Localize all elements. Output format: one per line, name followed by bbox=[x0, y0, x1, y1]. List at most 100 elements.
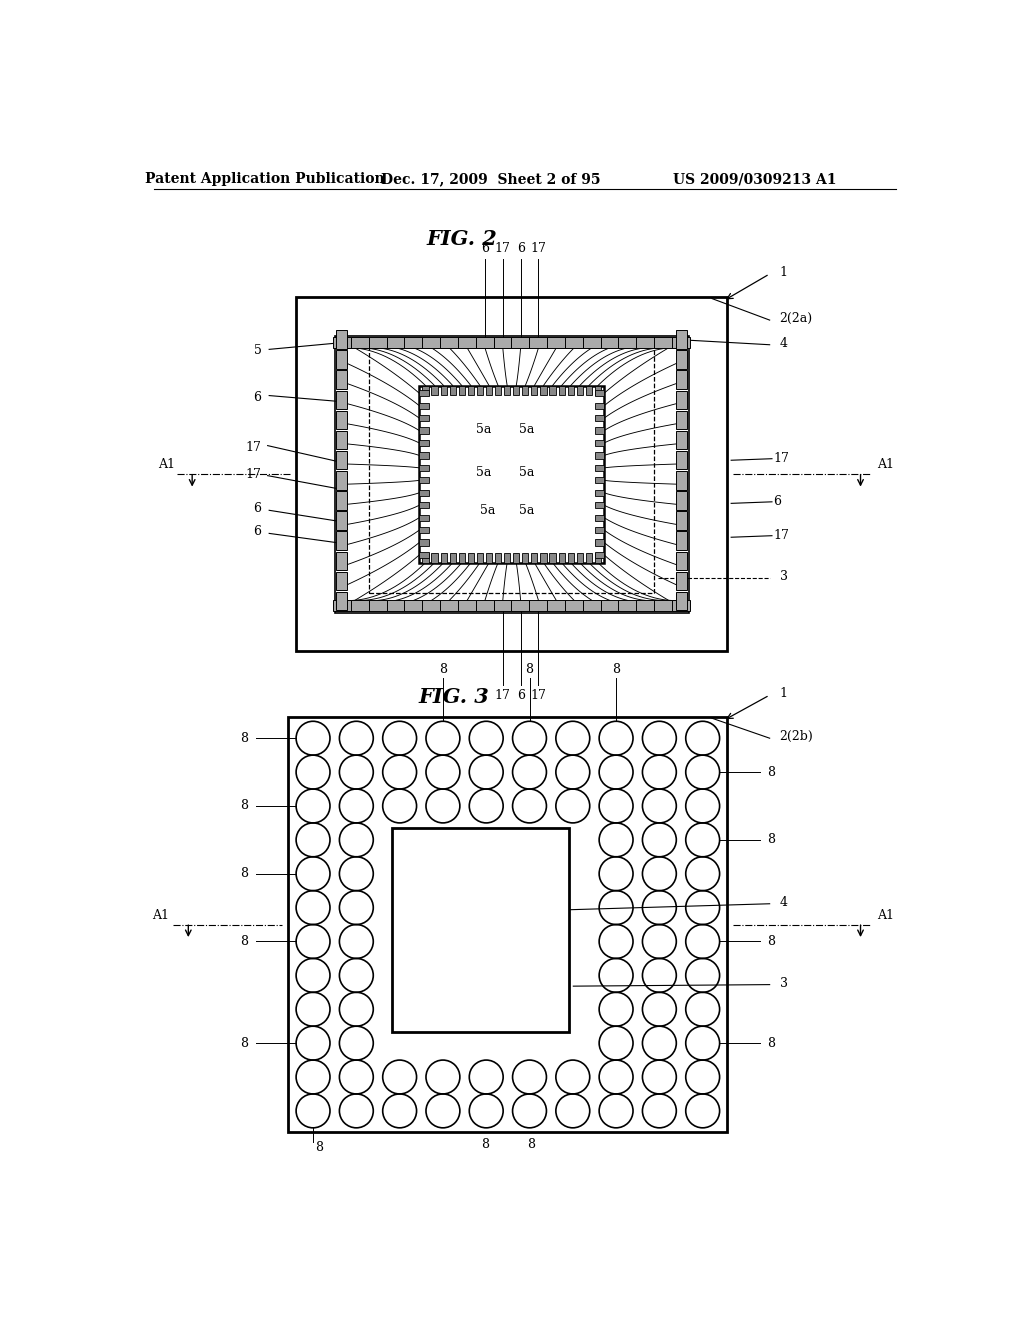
Bar bbox=[595, 440, 604, 446]
Text: 8: 8 bbox=[480, 1138, 488, 1151]
Bar bbox=[351, 601, 370, 611]
Bar bbox=[531, 385, 538, 395]
Bar bbox=[677, 552, 687, 570]
Bar bbox=[565, 337, 584, 348]
Bar bbox=[419, 453, 429, 458]
Bar bbox=[511, 601, 529, 611]
Text: 8: 8 bbox=[527, 1138, 535, 1151]
Bar bbox=[595, 403, 604, 409]
Bar bbox=[494, 337, 512, 348]
Text: 17: 17 bbox=[495, 689, 511, 702]
Bar bbox=[595, 515, 604, 520]
Text: 6: 6 bbox=[254, 502, 261, 515]
Bar bbox=[618, 601, 637, 611]
Bar bbox=[550, 385, 556, 395]
Text: 8: 8 bbox=[612, 663, 621, 676]
Bar bbox=[387, 337, 406, 348]
Bar bbox=[333, 601, 351, 611]
Text: 8: 8 bbox=[241, 731, 249, 744]
Text: FIG. 3: FIG. 3 bbox=[419, 688, 489, 708]
Bar bbox=[422, 337, 440, 348]
Bar bbox=[476, 337, 495, 348]
Bar bbox=[450, 385, 456, 395]
Bar bbox=[595, 391, 604, 396]
Bar bbox=[336, 451, 347, 470]
Text: 3: 3 bbox=[779, 570, 787, 583]
Bar bbox=[419, 391, 429, 396]
Text: 5a: 5a bbox=[518, 466, 535, 479]
Bar bbox=[404, 601, 423, 611]
Bar bbox=[595, 428, 604, 434]
Text: 8: 8 bbox=[767, 833, 775, 846]
Bar bbox=[654, 601, 673, 611]
Bar bbox=[419, 465, 429, 471]
Bar bbox=[595, 540, 604, 545]
Bar bbox=[486, 385, 493, 395]
Bar bbox=[419, 403, 429, 409]
Text: A1: A1 bbox=[878, 908, 894, 921]
Bar bbox=[541, 385, 547, 395]
Bar bbox=[336, 430, 347, 449]
Text: 17: 17 bbox=[246, 441, 261, 454]
Bar bbox=[511, 337, 529, 348]
Bar bbox=[370, 347, 654, 594]
Text: 1: 1 bbox=[779, 686, 787, 700]
Bar bbox=[595, 465, 604, 471]
Text: 5: 5 bbox=[254, 345, 261, 358]
Bar bbox=[558, 385, 564, 395]
Text: Dec. 17, 2009  Sheet 2 of 95: Dec. 17, 2009 Sheet 2 of 95 bbox=[381, 172, 601, 186]
Bar bbox=[404, 337, 423, 348]
Bar bbox=[351, 337, 370, 348]
Bar bbox=[392, 829, 569, 1032]
Text: FIG. 2: FIG. 2 bbox=[426, 230, 497, 249]
Bar bbox=[419, 527, 429, 533]
Bar bbox=[595, 490, 604, 496]
Bar bbox=[419, 440, 429, 446]
Text: 3: 3 bbox=[779, 977, 787, 990]
Bar bbox=[422, 553, 429, 562]
Bar bbox=[419, 414, 429, 421]
Bar bbox=[672, 337, 690, 348]
Text: 8: 8 bbox=[241, 867, 249, 880]
Text: A1: A1 bbox=[159, 458, 175, 471]
Bar bbox=[583, 601, 601, 611]
Text: 6: 6 bbox=[773, 495, 781, 508]
Bar bbox=[458, 337, 476, 348]
Bar bbox=[419, 428, 429, 434]
Bar bbox=[654, 337, 673, 348]
Bar bbox=[387, 601, 406, 611]
Bar bbox=[336, 572, 347, 590]
Bar bbox=[419, 502, 429, 508]
Bar bbox=[577, 385, 583, 395]
Bar bbox=[618, 337, 637, 348]
Bar bbox=[336, 371, 347, 389]
Bar bbox=[422, 601, 440, 611]
Text: 5a: 5a bbox=[518, 424, 535, 437]
Bar bbox=[336, 330, 347, 348]
Text: 17: 17 bbox=[495, 242, 511, 255]
Bar bbox=[495, 385, 501, 395]
Bar bbox=[476, 601, 495, 611]
Bar bbox=[419, 478, 429, 483]
Bar bbox=[440, 337, 459, 348]
Bar bbox=[431, 553, 437, 562]
Text: 17: 17 bbox=[773, 529, 790, 543]
Text: 17: 17 bbox=[530, 242, 547, 255]
Bar bbox=[583, 337, 601, 348]
Bar bbox=[677, 451, 687, 470]
Bar bbox=[677, 411, 687, 429]
Text: Patent Application Publication: Patent Application Publication bbox=[145, 172, 385, 186]
Bar bbox=[335, 335, 689, 612]
Bar bbox=[419, 385, 604, 562]
Bar bbox=[586, 385, 592, 395]
Bar bbox=[296, 297, 727, 651]
Text: 17: 17 bbox=[246, 467, 261, 480]
Bar bbox=[486, 553, 493, 562]
Bar bbox=[677, 371, 687, 389]
Text: 5a: 5a bbox=[476, 424, 492, 437]
Bar bbox=[419, 540, 429, 545]
Bar bbox=[531, 553, 538, 562]
Bar bbox=[431, 385, 437, 395]
Bar bbox=[595, 553, 601, 562]
Bar bbox=[567, 553, 573, 562]
